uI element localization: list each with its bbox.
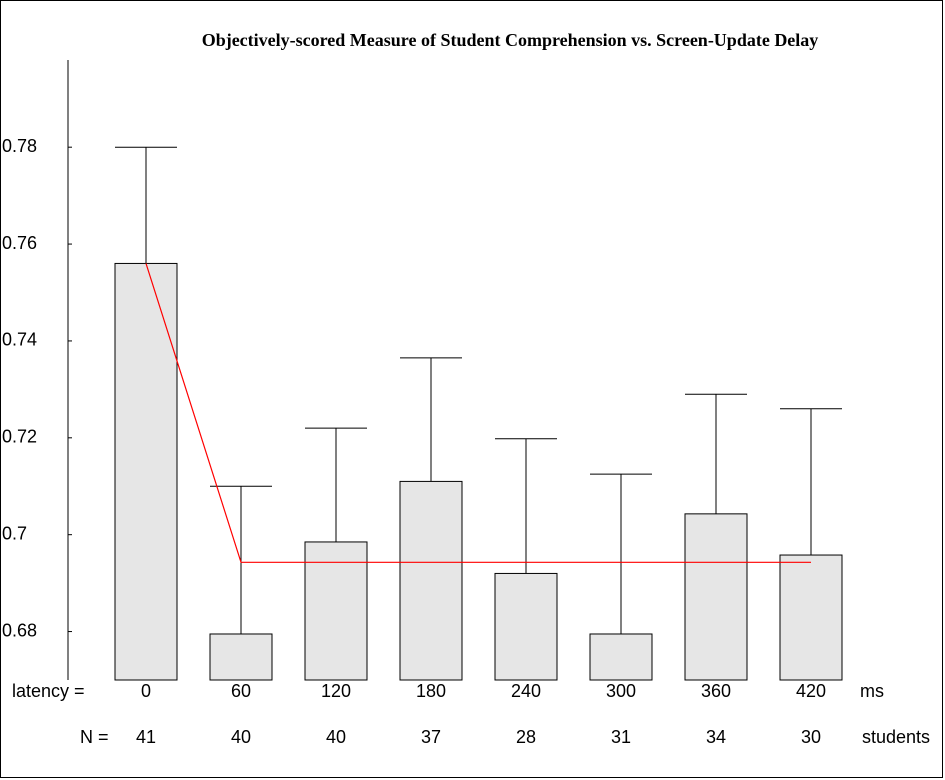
x-tick-label: 120 (321, 681, 351, 701)
bar (209, 633, 273, 681)
x-tick-label: 300 (606, 681, 636, 701)
n-label: 30 (801, 727, 821, 747)
bar (399, 480, 463, 681)
y-tick-label: 0.74 (2, 330, 37, 350)
bar (494, 572, 558, 681)
chart-title: Objectively-scored Measure of Student Co… (202, 30, 819, 50)
fit-line (145, 263, 811, 563)
x-tick-label: 420 (796, 681, 826, 701)
y-tick-label: 0.68 (2, 620, 37, 640)
x-unit: ms (860, 681, 884, 701)
n-label: 41 (136, 727, 156, 747)
bar (589, 633, 653, 681)
bar (779, 554, 843, 681)
y-tick-label: 0.78 (2, 136, 37, 156)
x-tick-label: 360 (701, 681, 731, 701)
y-tick-label: 0.7 (2, 523, 27, 543)
x-tick-label: 180 (416, 681, 446, 701)
y-tick-label: 0.72 (2, 427, 37, 447)
bar (304, 541, 368, 681)
bar (684, 513, 748, 681)
y-tick-label: 0.76 (2, 233, 37, 253)
n-unit: students (862, 727, 930, 747)
x-prefix: latency = (12, 681, 85, 701)
n-label: 37 (421, 727, 441, 747)
n-label: 31 (611, 727, 631, 747)
x-tick-label: 60 (231, 681, 251, 701)
n-label: 28 (516, 727, 536, 747)
x-tick-label: 0 (141, 681, 151, 701)
n-prefix: N = (80, 727, 109, 747)
n-label: 40 (326, 727, 346, 747)
n-label: 34 (706, 727, 726, 747)
bar (114, 262, 178, 681)
n-label: 40 (231, 727, 251, 747)
x-tick-label: 240 (511, 681, 541, 701)
